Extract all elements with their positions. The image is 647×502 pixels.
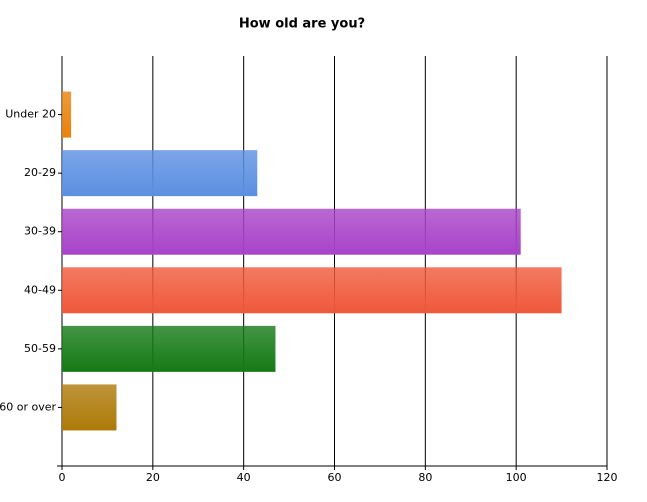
bar — [62, 208, 521, 255]
y-tick-label: 50-59 — [24, 342, 56, 355]
x-tick-label: 120 — [597, 471, 618, 484]
bar — [62, 384, 117, 431]
x-tick-label: 0 — [59, 471, 66, 484]
bar — [62, 267, 562, 314]
y-tick-label: 30-39 — [24, 225, 56, 238]
x-tick-label: 40 — [237, 471, 251, 484]
chart-title: How old are you? — [239, 17, 365, 32]
y-tick-label: 40-49 — [24, 283, 56, 296]
y-tick-label: 60 or over — [0, 400, 56, 413]
x-tick-label: 100 — [506, 471, 527, 484]
y-tick-label: Under 20 — [5, 108, 56, 121]
bar — [62, 325, 276, 372]
bar — [62, 150, 258, 197]
x-tick-label: 60 — [328, 471, 342, 484]
bar — [62, 91, 72, 138]
x-tick-label: 20 — [146, 471, 160, 484]
x-tick-label: 80 — [418, 471, 432, 484]
y-tick-label: 20-29 — [24, 166, 56, 179]
